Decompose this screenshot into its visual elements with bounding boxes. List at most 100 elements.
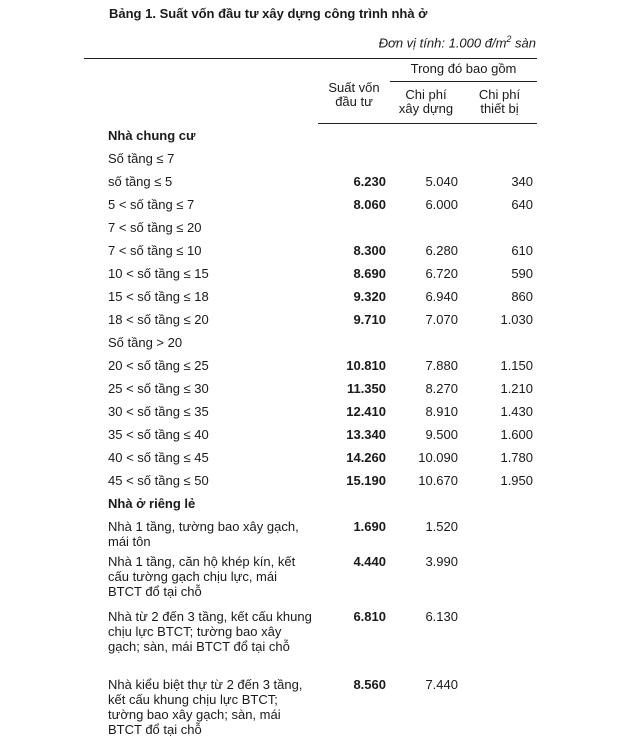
row-label: 30 < số tầng ≤ 35 [108,404,209,419]
construction-cell: 7.070 [425,312,458,327]
equipment-cell: 1.780 [500,450,534,465]
total-cell: 13.340 [346,427,386,442]
equipment-cell [462,605,537,673]
table-row: số tầng ≤ 5 6.230 5.040 340 [104,170,537,193]
total-cell: 11.350 [346,381,386,396]
total-cell: 8.060 [353,197,386,212]
section-row: Nhà chung cư [104,124,537,147]
equipment-cell: 860 [511,289,534,304]
table-row: 18 < số tầng ≤ 20 9.710 7.070 1.030 [104,308,537,331]
construction-cell: 10.670 [418,473,458,488]
table-row: 7 < số tầng ≤ 10 8.300 6.280 610 [104,239,537,262]
equipment-cell: 1.030 [500,312,534,327]
total-cell: 9.320 [353,289,386,304]
equipment-cell [462,216,537,239]
table-row: Số tầng ≤ 7 [104,147,537,170]
row-label: 5 < số tầng ≤ 7 [108,197,195,212]
total-cell: 6.810 [353,609,386,624]
row-label: Số tầng > 20 [108,335,183,350]
row-label: Nhà ở riêng lẻ [108,496,196,511]
equipment-cell: 340 [511,174,534,189]
equipment-cell: 1.950 [500,473,534,488]
row-label: Số tầng ≤ 7 [108,151,175,166]
equipment-cell [462,492,537,515]
table-row: 25 < số tầng ≤ 30 11.350 8.270 1.210 [104,377,537,400]
total-cell: 8.300 [353,243,386,258]
construction-cell: 6.720 [425,266,458,281]
table-row: Nhà kiểu biệt thự từ 2 đến 3 tầng, kết c… [104,673,537,741]
row-label: 45 < số tầng ≤ 50 [108,473,209,488]
construction-cell: 6.940 [425,289,458,304]
total-cell: 6.230 [353,174,386,189]
table-row: 5 < số tầng ≤ 7 8.060 6.000 640 [104,193,537,216]
row-label: 18 < số tầng ≤ 20 [108,312,209,327]
total-cell [318,124,390,147]
table-row: 30 < số tầng ≤ 35 12.410 8.910 1.430 [104,400,537,423]
group-rule [390,81,537,82]
construction-cell [390,331,462,354]
row-label: 40 < số tầng ≤ 45 [108,450,209,465]
equipment-cell [462,515,537,550]
table-row: Số tầng > 20 [104,331,537,354]
construction-cell: 6.130 [425,609,458,624]
total-cell: 15.190 [346,473,386,488]
construction-cell [390,492,462,515]
header-equipment: Chi phí thiết bị [478,87,521,116]
table-row: Nhà từ 2 đến 3 tầng, kết cấu khung chịu … [104,605,537,673]
table-row: Nhà 1 tầng, tường bao xây gạch, mái tôn 1… [104,515,537,550]
row-label: Nhà chung cư [108,128,196,143]
row-label: 7 < số tầng ≤ 10 [108,243,202,258]
construction-cell [390,147,462,170]
row-label: số tầng ≤ 5 [108,174,173,189]
equipment-cell: 590 [511,266,534,281]
header-total: Suất vốn đầu tư [328,80,380,109]
header-row-1: Suất vốn đầu tư Trong đó bao gồm [104,60,537,109]
unit-suffix: sàn [511,35,536,51]
row-label: 20 < số tầng ≤ 25 [108,358,209,373]
total-cell: 14.260 [346,450,386,465]
equipment-cell: 1.430 [500,404,534,419]
total-cell: 4.440 [353,554,386,569]
table-title: Bảng 1. Suất vốn đầu tư xây dựng công tr… [109,6,428,21]
table-row: 20 < số tầng ≤ 25 10.810 7.880 1.150 [104,354,537,377]
table-row: 10 < số tầng ≤ 15 8.690 6.720 590 [104,262,537,285]
total-cell: 1.690 [353,519,386,534]
row-label: Nhà kiểu biệt thự từ 2 đến 3 tầng, kết c… [108,677,303,737]
header-group: Trong đó bao gồm [410,61,517,76]
table-row: 35 < số tầng ≤ 40 13.340 9.500 1.600 [104,423,537,446]
row-label: 10 < số tầng ≤ 15 [108,266,209,281]
total-cell: 9.710 [353,312,386,327]
table-row: Nhà 1 tầng, căn hộ khép kín, kết cấu tườ… [104,550,537,605]
construction-cell [390,124,462,147]
equipment-cell [462,331,537,354]
construction-cell: 6.000 [425,197,458,212]
row-label: Nhà 1 tầng, tường bao xây gạch, mái tôn [108,519,299,549]
table-row: 40 < số tầng ≤ 45 14.260 10.090 1.780 [104,446,537,469]
table-row: 45 < số tầng ≤ 50 15.190 10.670 1.950 [104,469,537,492]
top-rule [84,58,537,59]
total-cell: 8.690 [353,266,386,281]
equipment-cell: 1.600 [500,427,534,442]
equipment-cell [462,673,537,741]
row-label: Nhà từ 2 đến 3 tầng, kết cấu khung chịu … [108,609,312,654]
construction-cell: 8.270 [425,381,458,396]
table-row: 15 < số tầng ≤ 18 9.320 6.940 860 [104,285,537,308]
header-bottom-rule [318,123,537,124]
total-cell [318,216,390,239]
construction-cell [390,216,462,239]
construction-cell: 6.280 [425,243,458,258]
total-cell [318,492,390,515]
row-label: 15 < số tầng ≤ 18 [108,289,209,304]
equipment-cell [462,124,537,147]
row-label: 35 < số tầng ≤ 40 [108,427,209,442]
construction-cell: 3.990 [425,554,458,569]
equipment-cell [462,147,537,170]
equipment-cell: 640 [511,197,534,212]
construction-cell: 7.880 [425,358,458,373]
construction-cell: 5.040 [425,174,458,189]
equipment-cell: 1.210 [500,381,534,396]
unit-sup: 2 [506,34,512,44]
total-cell: 12.410 [346,404,386,419]
construction-cell: 7.440 [425,677,458,692]
header-row-2: Chi phí xây dựng Chi phí thiết bị [104,84,537,124]
